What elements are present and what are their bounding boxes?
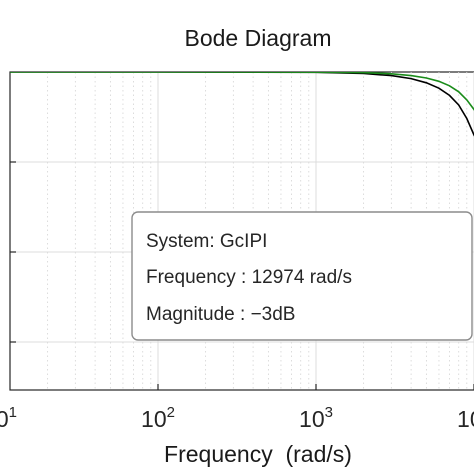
y-ticks	[10, 161, 474, 390]
datatip-frequency: Frequency : 12974 rad/s	[146, 267, 352, 288]
series-line-2	[10, 72, 474, 112]
x-tick-label: 102	[141, 404, 175, 432]
x-tick-label: 103	[299, 404, 333, 432]
datatip-magnitude: Magnitude : −3dB	[146, 304, 295, 325]
x-axis-label: Frequency (rad/s)	[164, 441, 352, 467]
datatip-system: System: GcIPI	[146, 231, 267, 252]
series-layer	[10, 72, 474, 137]
x-tick-labels: 101 102 103 104	[0, 404, 474, 432]
datatip[interactable]: System: GcIPI Frequency : 12974 rad/s Ma…	[131, 211, 473, 341]
datatip-box	[131, 211, 473, 341]
x-tick-label: 104	[457, 404, 474, 432]
x-tick-label: 101	[0, 404, 17, 432]
chart-title: Bode Diagram	[184, 25, 331, 51]
